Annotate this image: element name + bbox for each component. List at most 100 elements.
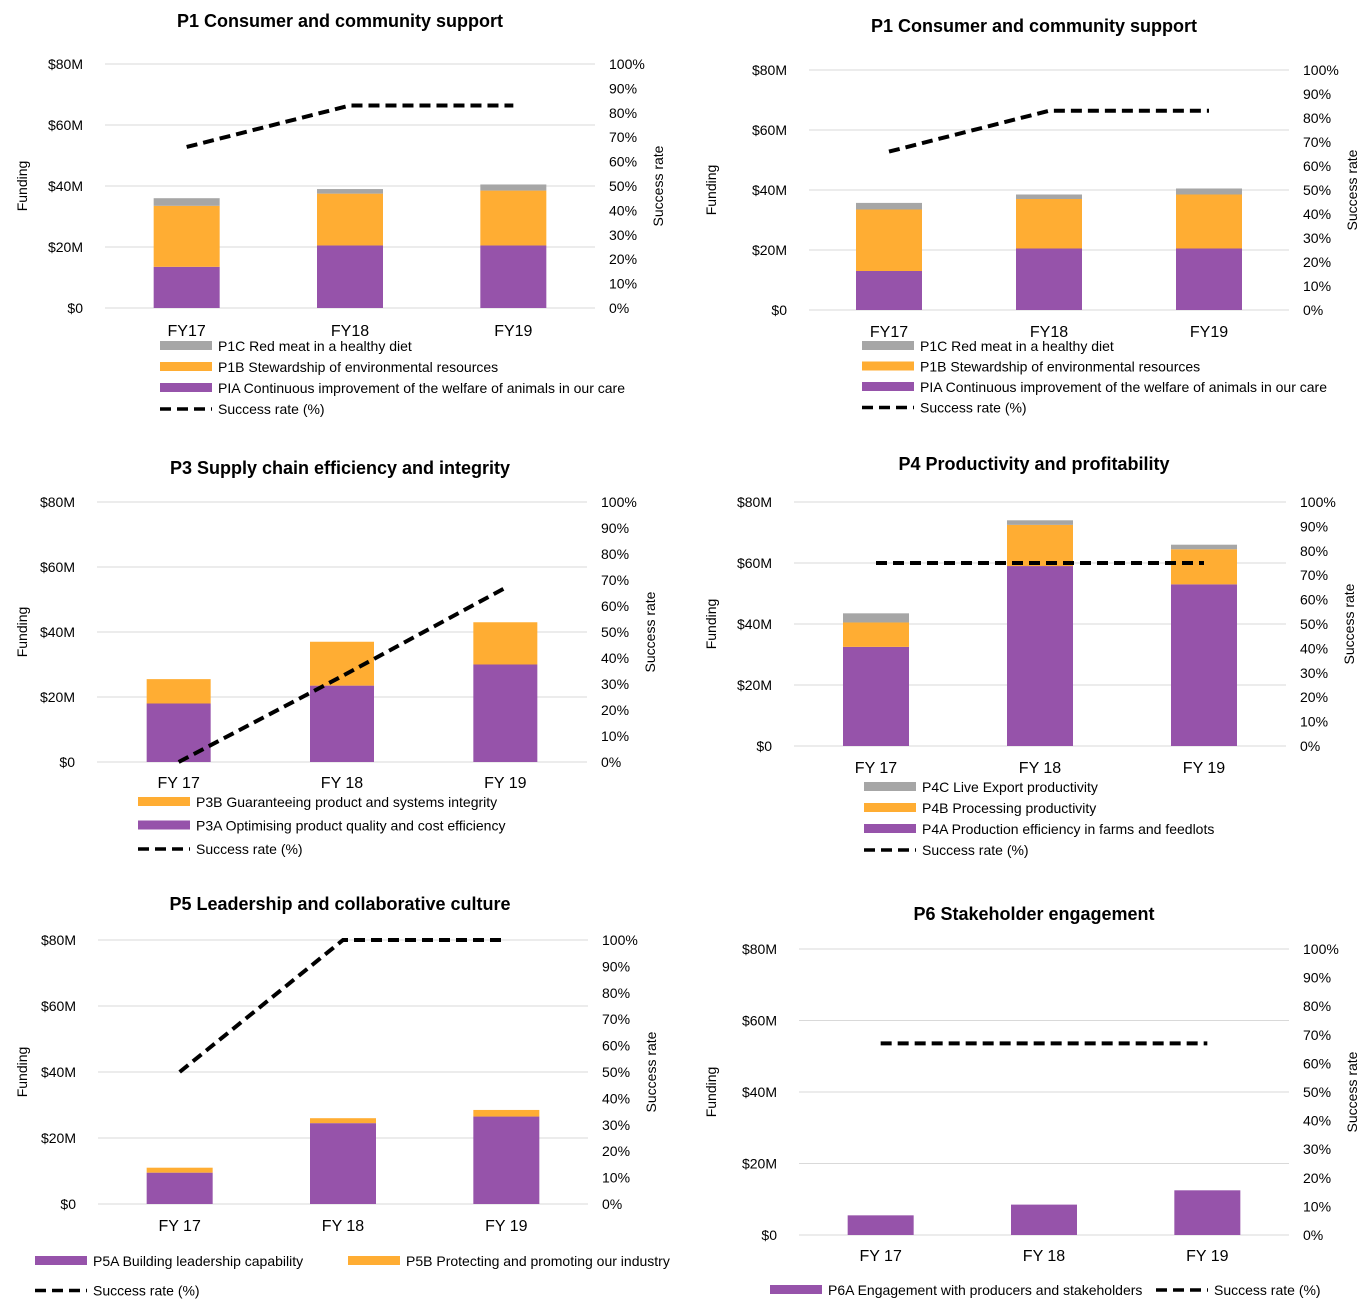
chart-panel-p6: P6 Stakeholder engagement $0 $20M $40M $60M $… xyxy=(684,880,1367,1304)
success-rate-line xyxy=(888,108,1209,154)
y-tick-label: $80M xyxy=(40,494,75,510)
legend-label: Success rate (%) xyxy=(196,841,303,857)
legend-label: Success rate (%) xyxy=(920,400,1027,416)
success-rate-line xyxy=(178,938,507,1074)
category-label: FY 19 xyxy=(1186,1248,1229,1265)
y2-tick-label: 0% xyxy=(601,754,621,770)
legend-label: Success rate (%) xyxy=(218,401,325,417)
y-tick-label: $80M xyxy=(737,494,772,510)
bar-purple-fy-18 xyxy=(1007,566,1073,746)
y2-tick-label: 40% xyxy=(1300,640,1328,656)
category-label: FY 18 xyxy=(1019,760,1062,777)
y-tick-label: $80M xyxy=(752,62,787,78)
bar-purple-fy-17 xyxy=(847,1215,914,1235)
y-tick-label: $40M xyxy=(40,624,75,640)
bar-gray-fy18 xyxy=(1016,194,1082,199)
y2-tick-label: 70% xyxy=(602,1011,630,1027)
bar-orange-fy-17 xyxy=(146,1167,213,1173)
chart-title: P6 Stakeholder engagement xyxy=(913,904,1154,924)
y2-tick-label: 60% xyxy=(1303,1055,1331,1071)
y2-tick-label: 10% xyxy=(1303,278,1331,294)
chart-p5: P5 Leadership and collaborative culture $… xyxy=(14,894,670,1299)
y-tick-label: $20M xyxy=(48,239,83,255)
legend-swatch xyxy=(138,797,190,806)
y-axis-title: Funding xyxy=(14,607,30,658)
category-label: FY 18 xyxy=(1023,1248,1066,1265)
chart-p3: P3 Supply chain efficiency and integrity… xyxy=(14,458,658,857)
y2-tick-label: 60% xyxy=(601,598,629,614)
chart-p4: P4 Productivity and profitability $0 $20M $… xyxy=(703,454,1357,858)
y2-tick-label: 30% xyxy=(1303,1141,1331,1157)
y2-axis-title: Success rate xyxy=(1341,583,1357,664)
y-tick-label: $0 xyxy=(60,1196,76,1212)
y2-tick-label: 60% xyxy=(609,154,637,170)
bar-purple-fy-19 xyxy=(1171,584,1237,746)
bar-orange-fy-17 xyxy=(843,622,909,647)
legend-swatch xyxy=(138,820,190,830)
y2-tick-label: 90% xyxy=(602,958,630,974)
y2-tick-label: 60% xyxy=(1303,158,1331,174)
y2-tick-label: 20% xyxy=(601,702,629,718)
chart-title: P4 Productivity and profitability xyxy=(898,454,1169,474)
legend-swatch xyxy=(160,341,212,350)
y2-tick-label: 0% xyxy=(609,300,629,316)
legend-label: P1B Stewardship of environmental resourc… xyxy=(920,359,1200,375)
y2-tick-label: 100% xyxy=(602,932,638,948)
y2-tick-label: 10% xyxy=(609,276,637,292)
y-axis-title: Funding xyxy=(14,1047,30,1098)
bar-purple-fy-18 xyxy=(310,1123,376,1204)
bar-orange-fy-18 xyxy=(310,1118,376,1124)
legend-label: P3B Guaranteeing product and systems int… xyxy=(196,794,497,810)
bar-gray-fy-19 xyxy=(1171,544,1237,550)
y-tick-label: $0 xyxy=(756,738,772,754)
chart-panel-p4: P4 Productivity and profitability $0 $20M $… xyxy=(684,440,1367,880)
y-tick-label: $0 xyxy=(67,300,83,316)
y2-tick-label: 50% xyxy=(602,1064,630,1080)
y-tick-label: $40M xyxy=(48,178,83,194)
y2-tick-label: 40% xyxy=(601,650,629,666)
y2-tick-label: 100% xyxy=(1303,62,1339,78)
legend-swatch xyxy=(160,383,212,392)
y2-tick-label: 100% xyxy=(1300,494,1336,510)
y2-tick-label: 60% xyxy=(1300,592,1328,608)
bar-orange-fy18 xyxy=(1016,199,1082,249)
bar-purple-fy-17 xyxy=(843,646,909,746)
y2-tick-label: 0% xyxy=(1303,302,1323,318)
y2-tick-label: 40% xyxy=(1303,1113,1331,1129)
y2-tick-label: 80% xyxy=(1300,543,1328,559)
bar-purple-fy19 xyxy=(480,245,547,308)
y-axis-title: Funding xyxy=(14,161,30,212)
bar-purple-fy-17 xyxy=(146,703,211,762)
bar-purple-fy18 xyxy=(1016,248,1082,310)
y2-tick-label: 80% xyxy=(609,105,637,121)
legend-label: P1C Red meat in a healthy diet xyxy=(218,338,412,354)
y-tick-label: $20M xyxy=(737,677,772,693)
y-tick-label: $40M xyxy=(737,616,772,632)
bar-purple-fy-17 xyxy=(146,1172,213,1204)
y2-tick-label: 50% xyxy=(1303,182,1331,198)
bar-orange-fy18 xyxy=(317,193,383,246)
y2-tick-label: 20% xyxy=(602,1143,630,1159)
y2-tick-label: 50% xyxy=(1303,1084,1331,1100)
category-label: FY 17 xyxy=(157,775,200,792)
y2-tick-label: 90% xyxy=(609,80,637,96)
category-label: FY 18 xyxy=(322,1218,365,1235)
legend-label: P4B Processing productivity xyxy=(922,800,1096,816)
y2-tick-label: 0% xyxy=(1300,738,1320,754)
y2-tick-label: 90% xyxy=(601,520,629,536)
y2-tick-label: 30% xyxy=(1303,230,1331,246)
category-label: FY 18 xyxy=(321,775,364,792)
category-label: FY 17 xyxy=(158,1218,201,1235)
success-rate-line xyxy=(186,103,514,149)
y2-tick-label: 80% xyxy=(601,546,629,562)
success-rate-line xyxy=(177,586,507,764)
y2-tick-label: 50% xyxy=(601,624,629,640)
y2-tick-label: 20% xyxy=(1303,1170,1331,1186)
y2-tick-label: 90% xyxy=(1300,518,1328,534)
y2-axis-title: Success rate xyxy=(1344,1051,1360,1132)
bar-orange-fy19 xyxy=(1176,194,1242,249)
y-tick-label: $60M xyxy=(752,122,787,138)
category-label: FY 19 xyxy=(1183,760,1226,777)
chart-panel-p1-left: P1 Consumer and community support $0 $20M $… xyxy=(0,0,683,430)
y-tick-label: $40M xyxy=(752,182,787,198)
